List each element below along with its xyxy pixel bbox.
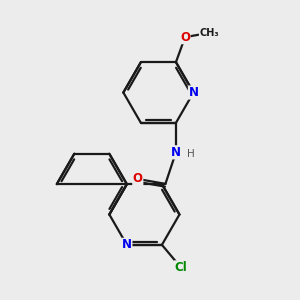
Text: CH₃: CH₃ xyxy=(200,28,219,38)
Text: N: N xyxy=(122,238,132,251)
Text: N: N xyxy=(171,146,181,159)
Text: N: N xyxy=(188,86,199,99)
Text: O: O xyxy=(180,31,190,44)
Text: Cl: Cl xyxy=(175,261,187,274)
Text: O: O xyxy=(133,172,143,185)
Text: H: H xyxy=(187,149,195,159)
